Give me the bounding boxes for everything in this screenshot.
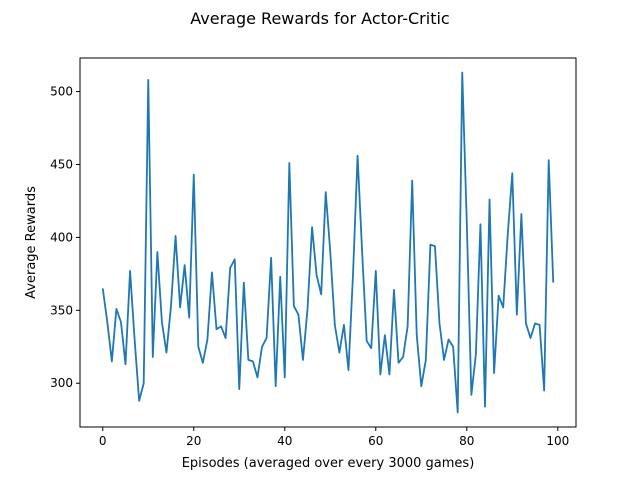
plot-frame xyxy=(79,57,577,428)
y-tick-label: 500 xyxy=(50,85,73,99)
x-tick-label: 40 xyxy=(277,434,292,448)
y-tick-label: 300 xyxy=(50,376,73,390)
y-tick-label: 450 xyxy=(50,157,73,171)
y-axis-label: Average Rewards xyxy=(24,186,39,299)
y-tick-label: 350 xyxy=(50,303,73,317)
y-axis-ticks: 300 350 400 450 500 xyxy=(50,85,80,390)
x-tick-label: 100 xyxy=(546,434,569,448)
series-line-0 xyxy=(101,71,555,414)
chart-title: Average Rewards for Actor-Critic xyxy=(190,9,449,28)
x-tick-label: 0 xyxy=(99,434,107,448)
x-tick-label: 80 xyxy=(459,434,474,448)
plot-lines xyxy=(101,71,555,414)
y-tick-label: 400 xyxy=(50,230,73,244)
x-axis-label: Episodes (averaged over every 3000 games… xyxy=(182,456,475,471)
x-tick-label: 20 xyxy=(186,434,201,448)
x-axis-ticks: 0 20 40 60 80 100 xyxy=(99,427,569,448)
x-tick-label: 60 xyxy=(368,434,383,448)
